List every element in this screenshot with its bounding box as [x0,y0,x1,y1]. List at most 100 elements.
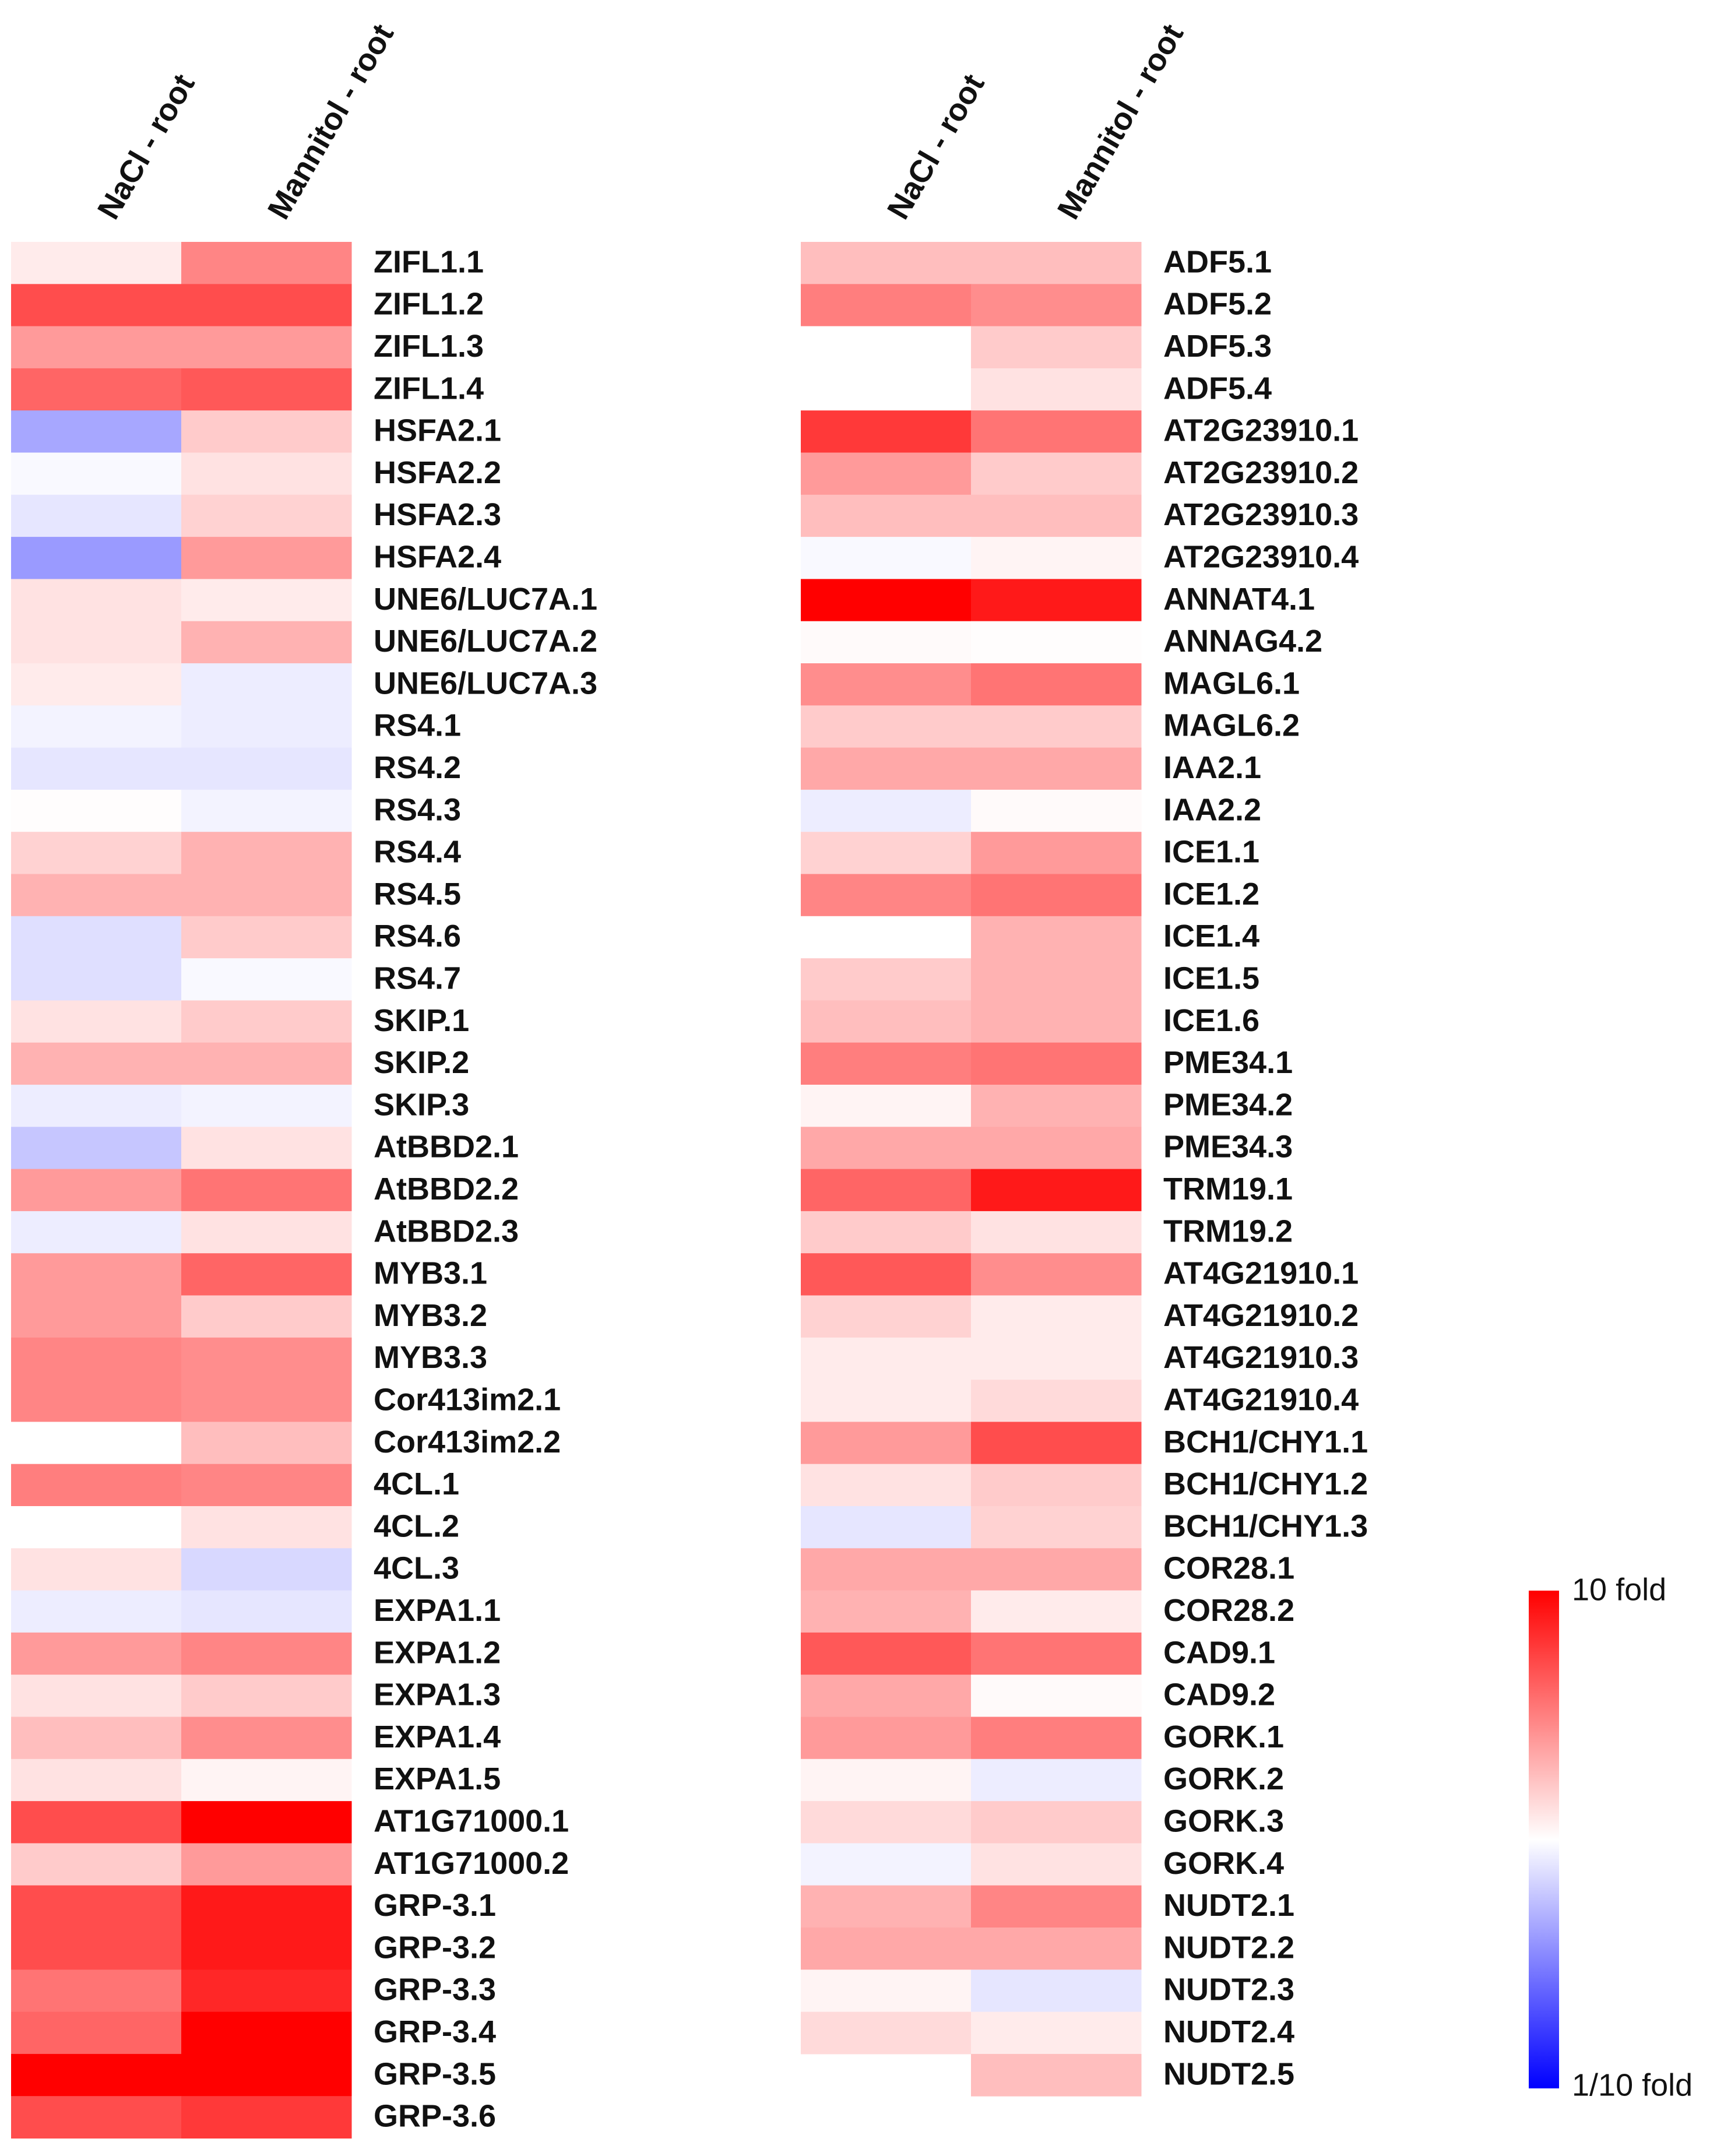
heatmap-cell [971,2011,1142,2055]
heatmap-cell [971,621,1142,664]
row-label: HSFA2.1 [374,413,501,448]
heatmap-cell [971,832,1142,874]
row-label: 4CL.2 [374,1508,459,1543]
heatmap-cell [801,958,972,1001]
row-label: ZIFL1.2 [374,287,484,322]
row-label: AtBBD2.3 [374,1214,519,1248]
heatmap-cell [11,621,182,664]
heatmap-cell [801,1928,972,1970]
row-label: GORK.1 [1163,1719,1284,1754]
row-label: GRP-3.2 [374,1930,496,1965]
heatmap-cell [11,1548,182,1591]
row-label: IAA2.1 [1163,750,1261,785]
heatmap-cell [181,916,352,959]
row-label: MAGL6.2 [1163,708,1300,743]
heatmap-cell [181,410,352,453]
row-label: NUDT2.3 [1163,1972,1294,2007]
heatmap-cell [11,537,182,579]
heatmap-cell [11,1211,182,1254]
heatmap-cell [181,1253,352,1296]
heatmap-cell [11,452,182,495]
heatmap-cell [11,747,182,790]
heatmap-cell [181,1506,352,1549]
row-label: AT2G23910.4 [1163,540,1359,575]
heatmap-cell [971,1337,1142,1380]
heatmap-cell [801,1169,972,1212]
row-label: RS4.7 [374,961,461,996]
row-label: NUDT2.1 [1163,1888,1294,1923]
heatmap-cell [801,1843,972,1886]
row-label: GRP-3.6 [374,2099,496,2134]
row-label: RS4.3 [374,792,461,827]
row-label: NUDT2.2 [1163,1930,1294,1965]
column-label: Mannitol - root [1051,18,1190,225]
heatmap-cell [181,579,352,622]
heatmap-cell [971,284,1142,327]
heatmap-cell [181,1928,352,1970]
heatmap-cell [801,789,972,832]
row-label: 4CL.1 [374,1466,459,1501]
heatmap-cell [181,537,352,579]
column-label: NaCl - root [881,68,991,225]
heatmap-cell [801,621,972,664]
heatmap-cell [801,832,972,874]
row-label: Cor413im2.1 [374,1383,561,1418]
row-label: MAGL6.1 [1163,666,1300,701]
heatmap-cell [181,368,352,411]
heatmap-cell [11,1464,182,1507]
heatmap-cell [181,747,352,790]
heatmap-cell [11,958,182,1001]
row-label: RS4.1 [374,708,461,743]
row-label: ADF5.1 [1163,244,1272,279]
heatmap-cell [801,1548,972,1591]
row-label: AT2G23910.2 [1163,455,1359,490]
heatmap-cell [801,494,972,537]
heatmap-cell [801,916,972,959]
heatmap-cell [971,1717,1142,1760]
row-label: AT4G21910.1 [1163,1256,1359,1291]
heatmap-cell [11,1422,182,1465]
row-label: CAD9.2 [1163,1677,1275,1712]
row-label: 4CL.3 [374,1551,459,1586]
heatmap-cell [971,1211,1142,1254]
heatmap-cell [181,1464,352,1507]
heatmap-cell [971,958,1142,1001]
heatmap-cell [181,1211,352,1254]
row-label: GORK.2 [1163,1761,1284,1796]
heatmap-cell [181,2053,352,2097]
column-label: NaCl - root [91,68,202,225]
heatmap-cell [971,916,1142,959]
heatmap-cell [801,368,972,411]
heatmap-cell [971,1380,1142,1422]
heatmap-cell [181,1422,352,1465]
heatmap-cell [181,1548,352,1591]
row-label: ZIFL1.3 [374,329,484,364]
heatmap-cell [181,1000,352,1043]
heatmap-cell [971,1422,1142,1465]
heatmap-cell [181,832,352,874]
heatmap-cell [11,1169,182,1212]
heatmap-cell [11,326,182,369]
heatmap-cell [971,1590,1142,1633]
heatmap-cell [971,874,1142,917]
heatmap-cell [181,1885,352,1928]
heatmap-cell [801,1380,972,1422]
heatmap-cell [181,663,352,706]
heatmap-cell [971,537,1142,579]
row-label: UNE6/LUC7A.1 [374,582,597,617]
heatmap-cell [801,537,972,579]
heatmap-cell [11,916,182,959]
heatmap-cell [11,874,182,917]
heatmap-cell [971,1928,1142,1970]
row-label: EXPA1.1 [374,1593,501,1628]
heatmap-cell [181,452,352,495]
row-label: GORK.3 [1163,1804,1284,1839]
heatmap-cell [11,284,182,327]
heatmap-cell [801,1295,972,1338]
heatmap-cell [11,368,182,411]
row-label: BCH1/CHY1.3 [1163,1508,1368,1543]
row-label: RS4.4 [374,835,461,870]
heatmap-cell [181,874,352,917]
heatmap-cell [971,368,1142,411]
row-label: EXPA1.2 [374,1635,501,1670]
